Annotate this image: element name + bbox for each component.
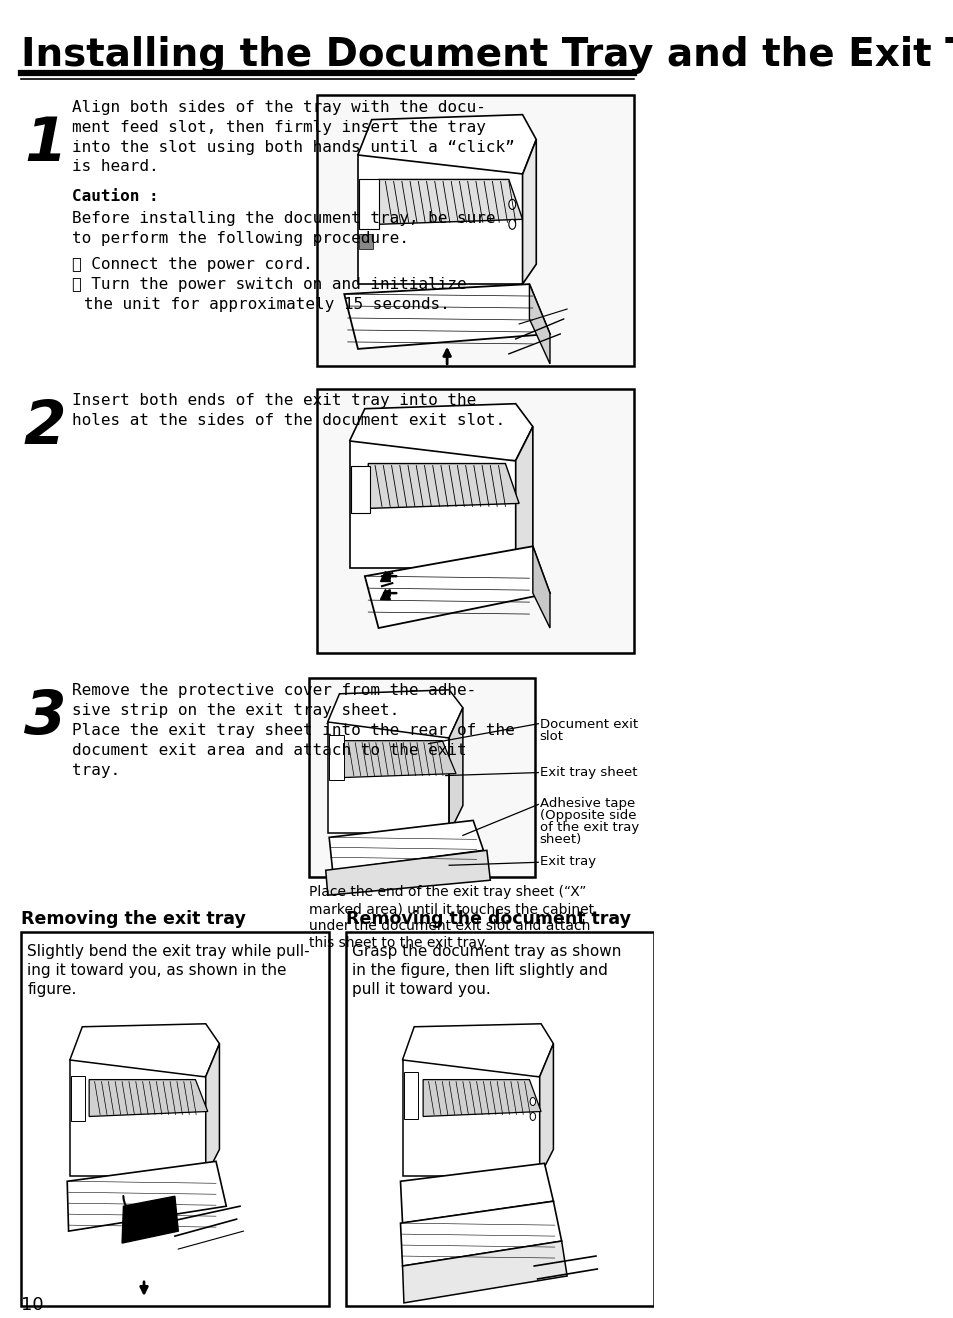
Text: slot: slot	[539, 730, 563, 743]
Bar	[359, 235, 373, 249]
Polygon shape	[402, 1242, 566, 1304]
Text: under the document exit slot and attach: under the document exit slot and attach	[308, 919, 589, 933]
Circle shape	[530, 1098, 535, 1106]
Polygon shape	[70, 1060, 206, 1176]
Polygon shape	[67, 1161, 226, 1231]
Bar	[351, 465, 370, 514]
Polygon shape	[400, 1201, 561, 1267]
Text: marked area) until it touches the cabinet: marked area) until it touches the cabine…	[308, 902, 593, 916]
Text: ing it toward you, as shown in the: ing it toward you, as shown in the	[28, 963, 287, 978]
Polygon shape	[522, 140, 536, 285]
Polygon shape	[350, 403, 533, 464]
Polygon shape	[328, 689, 462, 739]
Polygon shape	[344, 285, 550, 349]
Text: Document exit: Document exit	[539, 718, 638, 730]
Polygon shape	[357, 115, 536, 178]
Polygon shape	[533, 546, 550, 627]
Polygon shape	[89, 1079, 208, 1116]
Polygon shape	[70, 1024, 219, 1079]
Text: document exit area and attach to the exit: document exit area and attach to the exi…	[71, 742, 466, 758]
Polygon shape	[402, 1024, 553, 1079]
Text: sheet): sheet)	[539, 833, 581, 846]
Text: Grasp the document tray as shown: Grasp the document tray as shown	[352, 944, 621, 960]
Polygon shape	[378, 179, 522, 224]
Bar	[316, 389, 633, 652]
Bar	[403, 1072, 417, 1119]
Text: Removing the document tray: Removing the document tray	[345, 911, 630, 928]
Text: holes at the sides of the document exit slot.: holes at the sides of the document exit …	[71, 413, 504, 428]
Text: 10: 10	[21, 1296, 43, 1314]
Polygon shape	[325, 850, 490, 895]
Polygon shape	[400, 1164, 553, 1223]
Circle shape	[508, 219, 516, 229]
Polygon shape	[402, 1060, 539, 1176]
Text: Slightly bend the exit tray while pull-: Slightly bend the exit tray while pull-	[28, 944, 310, 960]
Text: is heard.: is heard.	[71, 159, 158, 174]
Text: Exit tray: Exit tray	[539, 855, 596, 869]
Polygon shape	[350, 440, 516, 568]
Polygon shape	[206, 1044, 219, 1176]
Text: Before installing the document tray, be sure: Before installing the document tray, be …	[71, 211, 495, 227]
Text: Align both sides of the tray with the docu-: Align both sides of the tray with the do…	[71, 100, 485, 115]
Polygon shape	[423, 1079, 540, 1116]
Text: into the slot using both hands until a “click”: into the slot using both hands until a “…	[71, 140, 515, 154]
Bar	[21, 932, 329, 1306]
Polygon shape	[342, 741, 456, 778]
Polygon shape	[329, 820, 483, 870]
Polygon shape	[539, 1044, 553, 1176]
Polygon shape	[357, 154, 522, 285]
Circle shape	[530, 1112, 535, 1120]
Polygon shape	[328, 722, 449, 833]
Bar	[345, 932, 654, 1306]
Text: Removing the exit tray: Removing the exit tray	[21, 911, 245, 928]
Text: Place the end of the exit tray sheet (“X”: Place the end of the exit tray sheet (“X…	[308, 886, 585, 899]
Circle shape	[508, 199, 516, 210]
Text: ① Connect the power cord.: ① Connect the power cord.	[71, 257, 313, 273]
Text: pull it toward you.: pull it toward you.	[352, 982, 491, 996]
Polygon shape	[364, 546, 550, 627]
Text: Place the exit tray sheet into the rear of the: Place the exit tray sheet into the rear …	[71, 722, 515, 738]
Text: Installing the Document Tray and the Exit Tray: Installing the Document Tray and the Exi…	[21, 36, 953, 74]
Bar	[71, 1075, 85, 1122]
Text: in the figure, then lift slightly and: in the figure, then lift slightly and	[352, 963, 608, 978]
Polygon shape	[529, 285, 550, 364]
Text: Adhesive tape: Adhesive tape	[539, 797, 635, 811]
Text: ment feed slot, then firmly insert the tray: ment feed slot, then firmly insert the t…	[71, 120, 485, 134]
Text: tray.: tray.	[71, 763, 120, 778]
Text: figure.: figure.	[28, 982, 77, 996]
Text: this sheet to the exit tray.: this sheet to the exit tray.	[308, 936, 487, 950]
Text: Remove the protective cover from the adhe-: Remove the protective cover from the adh…	[71, 683, 476, 697]
Bar	[308, 677, 535, 878]
Text: the unit for approximately 15 seconds.: the unit for approximately 15 seconds.	[84, 297, 450, 312]
Polygon shape	[368, 464, 518, 509]
Text: 2: 2	[24, 398, 67, 457]
Polygon shape	[516, 427, 533, 568]
Text: Caution :: Caution :	[71, 190, 158, 204]
Bar	[359, 179, 378, 229]
Text: (Opposite side: (Opposite side	[539, 809, 636, 822]
Polygon shape	[122, 1197, 178, 1243]
Text: sive strip on the exit tray sheet.: sive strip on the exit tray sheet.	[71, 702, 399, 718]
Text: 1: 1	[24, 115, 67, 174]
Text: ② Turn the power switch on and initialize: ② Turn the power switch on and initializ…	[71, 277, 466, 293]
Bar	[329, 734, 344, 779]
Text: Insert both ends of the exit tray into the: Insert both ends of the exit tray into t…	[71, 393, 476, 407]
Text: 3: 3	[24, 688, 67, 747]
Bar	[316, 95, 633, 366]
Polygon shape	[449, 708, 462, 833]
Text: to perform the following procedure.: to perform the following procedure.	[71, 231, 409, 246]
Text: Exit tray sheet: Exit tray sheet	[539, 766, 637, 779]
Text: of the exit tray: of the exit tray	[539, 821, 639, 834]
